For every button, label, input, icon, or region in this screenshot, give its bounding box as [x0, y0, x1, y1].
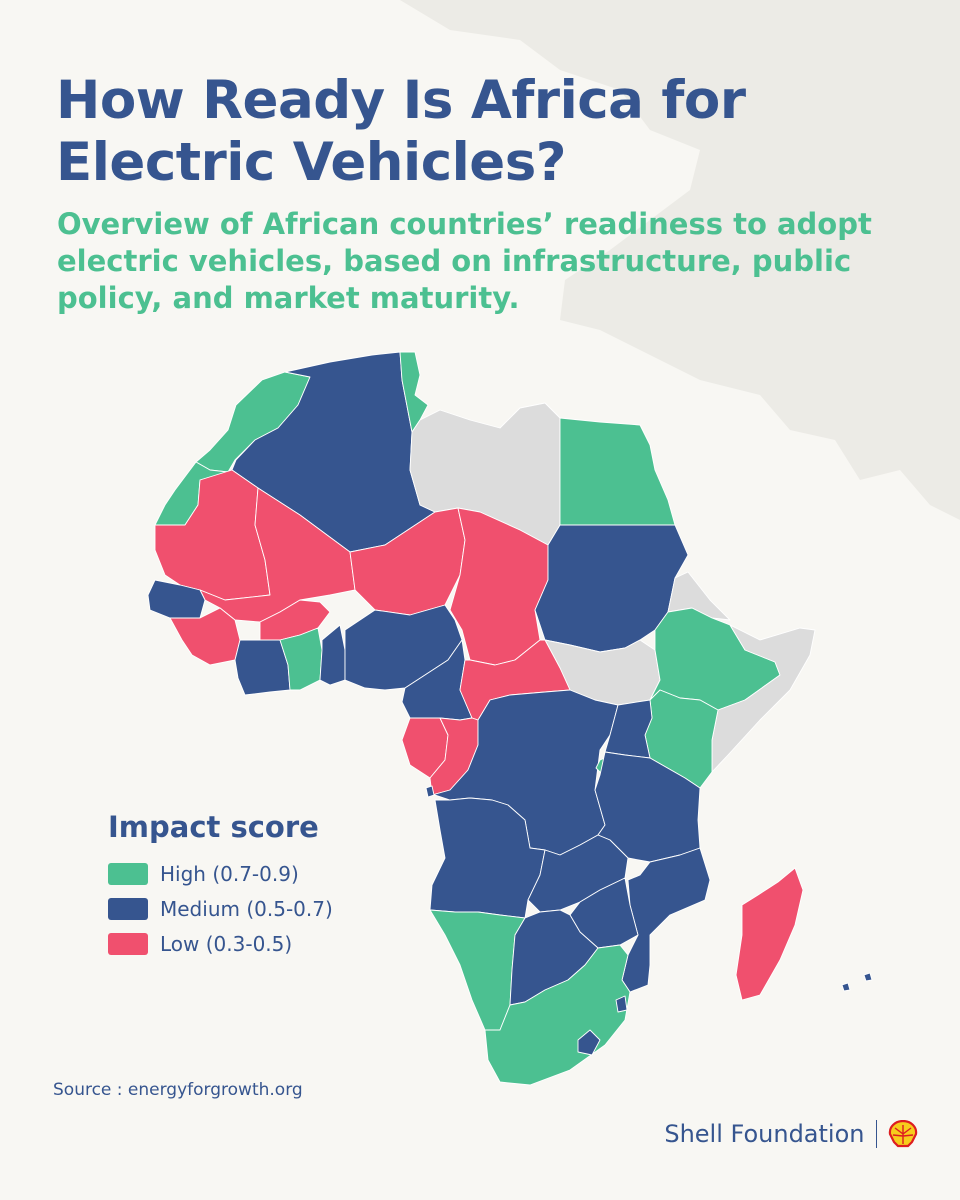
country-eswatini[interactable]: [615, 995, 628, 1013]
country-somalia[interactable]: [711, 624, 816, 773]
brand: Shell Foundation: [664, 1120, 918, 1148]
source-note: Source : energyforgrowth.org: [53, 1080, 303, 1100]
legend-swatch-low: [108, 932, 148, 955]
legend-swatch-medium: [108, 897, 148, 920]
country-egypt[interactable]: [559, 417, 676, 526]
legend-item-low: Low (0.3-0.5): [108, 926, 333, 961]
legend-item-high: High (0.7-0.9): [108, 856, 333, 891]
page-title: How Ready Is Africa for Electric Vehicle…: [56, 70, 746, 193]
brand-divider: [875, 1120, 877, 1148]
country-benin[interactable]: [319, 624, 346, 686]
page-subtitle: Overview of African countries’ readiness…: [57, 207, 872, 315]
legend: Impact score High (0.7-0.9) Medium (0.5-…: [108, 810, 333, 961]
brand-name: Shell Foundation: [664, 1120, 865, 1148]
shell-logo-icon: [888, 1120, 918, 1148]
legend-swatch-high: [108, 862, 148, 885]
legend-item-medium: Medium (0.5-0.7): [108, 891, 333, 926]
country-mozambique[interactable]: [621, 847, 711, 993]
island-bioko: [425, 785, 435, 798]
island-comoros: [841, 982, 851, 992]
legend-label-medium: Medium (0.5-0.7): [160, 896, 333, 921]
country-lesotho[interactable]: [577, 1029, 601, 1056]
country-mauritania[interactable]: [154, 469, 271, 601]
island-mauritius: [863, 972, 873, 982]
country-tunisia[interactable]: [399, 351, 429, 433]
legend-label-high: High (0.7-0.9): [160, 861, 299, 886]
country-madagascar[interactable]: [735, 867, 804, 1001]
country-cote-divoire[interactable]: [234, 639, 291, 696]
legend-title: Impact score: [108, 810, 319, 844]
legend-label-low: Low (0.3-0.5): [160, 931, 293, 956]
